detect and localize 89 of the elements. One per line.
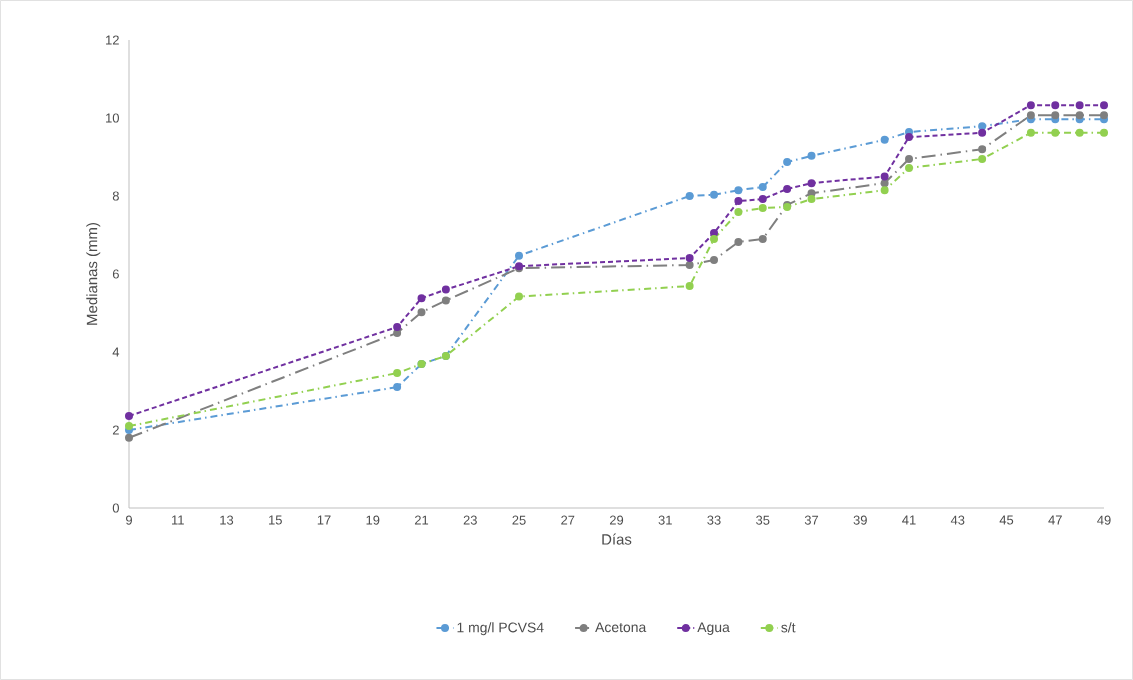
point — [685, 261, 694, 270]
legend-label: s/t — [781, 622, 796, 633]
x-tick-label: 43 — [950, 515, 965, 525]
point — [783, 158, 792, 167]
y-tick-label: 10 — [106, 113, 119, 123]
point — [1051, 111, 1060, 120]
point — [758, 195, 767, 204]
point — [125, 411, 133, 420]
x-tick-label: 15 — [269, 515, 282, 525]
y-tick-label: 4 — [112, 347, 120, 357]
x-tick-label: 21 — [414, 515, 429, 525]
point — [807, 151, 816, 160]
point — [1051, 128, 1060, 137]
point — [734, 238, 743, 247]
point — [978, 145, 987, 154]
y-axis-title: Medianas (mm) — [86, 223, 101, 325]
point — [734, 207, 743, 216]
legend-label: 1 mg/l PCVS4 — [457, 622, 544, 636]
point — [1026, 128, 1035, 137]
point — [417, 294, 426, 303]
point — [978, 154, 987, 163]
point — [685, 282, 694, 291]
point — [978, 128, 987, 137]
point — [710, 255, 719, 264]
point — [1075, 128, 1084, 137]
point — [880, 172, 889, 181]
point — [515, 251, 523, 260]
point — [734, 186, 743, 195]
point — [417, 308, 426, 317]
x-tick-label: 19 — [366, 515, 380, 525]
point — [758, 204, 767, 213]
point — [1026, 101, 1035, 110]
point — [1075, 101, 1084, 110]
x-tick-label: 23 — [463, 515, 477, 525]
x-tick-label: 11 — [172, 515, 184, 525]
point — [758, 183, 767, 192]
point — [807, 179, 816, 188]
point — [441, 296, 450, 305]
x-tick-label: 27 — [561, 515, 575, 525]
y-tick-label: 0 — [112, 503, 119, 513]
x-tick-label: 35 — [756, 515, 770, 525]
point — [1100, 101, 1109, 110]
legend-label: Agua — [697, 622, 730, 635]
x-tick-label: 31 — [658, 515, 672, 525]
x-tick-label: 41 — [902, 515, 916, 525]
y-tick-label: 8 — [112, 191, 119, 201]
point — [515, 292, 523, 301]
x-tick-label: 33 — [707, 515, 721, 525]
point — [905, 163, 914, 172]
point — [685, 192, 694, 200]
x-axis-title: Días — [602, 533, 632, 545]
point — [710, 234, 719, 243]
point — [441, 285, 450, 294]
x-tick-label: 47 — [1048, 515, 1062, 525]
x-tick-label: 29 — [609, 515, 624, 525]
x-tick-label: 39 — [853, 515, 867, 525]
point — [1100, 111, 1109, 120]
x-tick-label: 49 — [1097, 515, 1111, 525]
point — [880, 135, 889, 144]
point — [125, 422, 133, 431]
point — [734, 197, 743, 206]
point — [393, 369, 402, 378]
point — [1026, 111, 1035, 120]
point — [125, 433, 133, 442]
x-tick-label: 25 — [512, 515, 526, 525]
x-tick-label: 13 — [220, 515, 234, 525]
point — [783, 184, 792, 193]
point — [905, 154, 914, 163]
point — [393, 383, 402, 392]
y-tick-label: 12 — [106, 35, 119, 45]
point — [807, 195, 816, 204]
point — [978, 122, 987, 131]
legend-label: Acetona — [595, 622, 647, 633]
x-tick-label: 17 — [317, 515, 331, 525]
point — [758, 234, 767, 243]
point — [880, 186, 889, 195]
point — [880, 179, 889, 188]
point — [710, 190, 719, 199]
point — [1100, 128, 1109, 137]
x-tick-label: 9 — [126, 515, 132, 525]
x-tick-label: 37 — [804, 515, 819, 525]
point — [905, 133, 914, 142]
y-tick-label: 6 — [112, 269, 119, 279]
point — [393, 323, 402, 332]
y-tick-label: 2 — [112, 425, 119, 435]
point — [685, 254, 694, 263]
x-tick-label: 45 — [999, 515, 1014, 525]
point — [1051, 101, 1060, 110]
point — [1075, 111, 1084, 120]
